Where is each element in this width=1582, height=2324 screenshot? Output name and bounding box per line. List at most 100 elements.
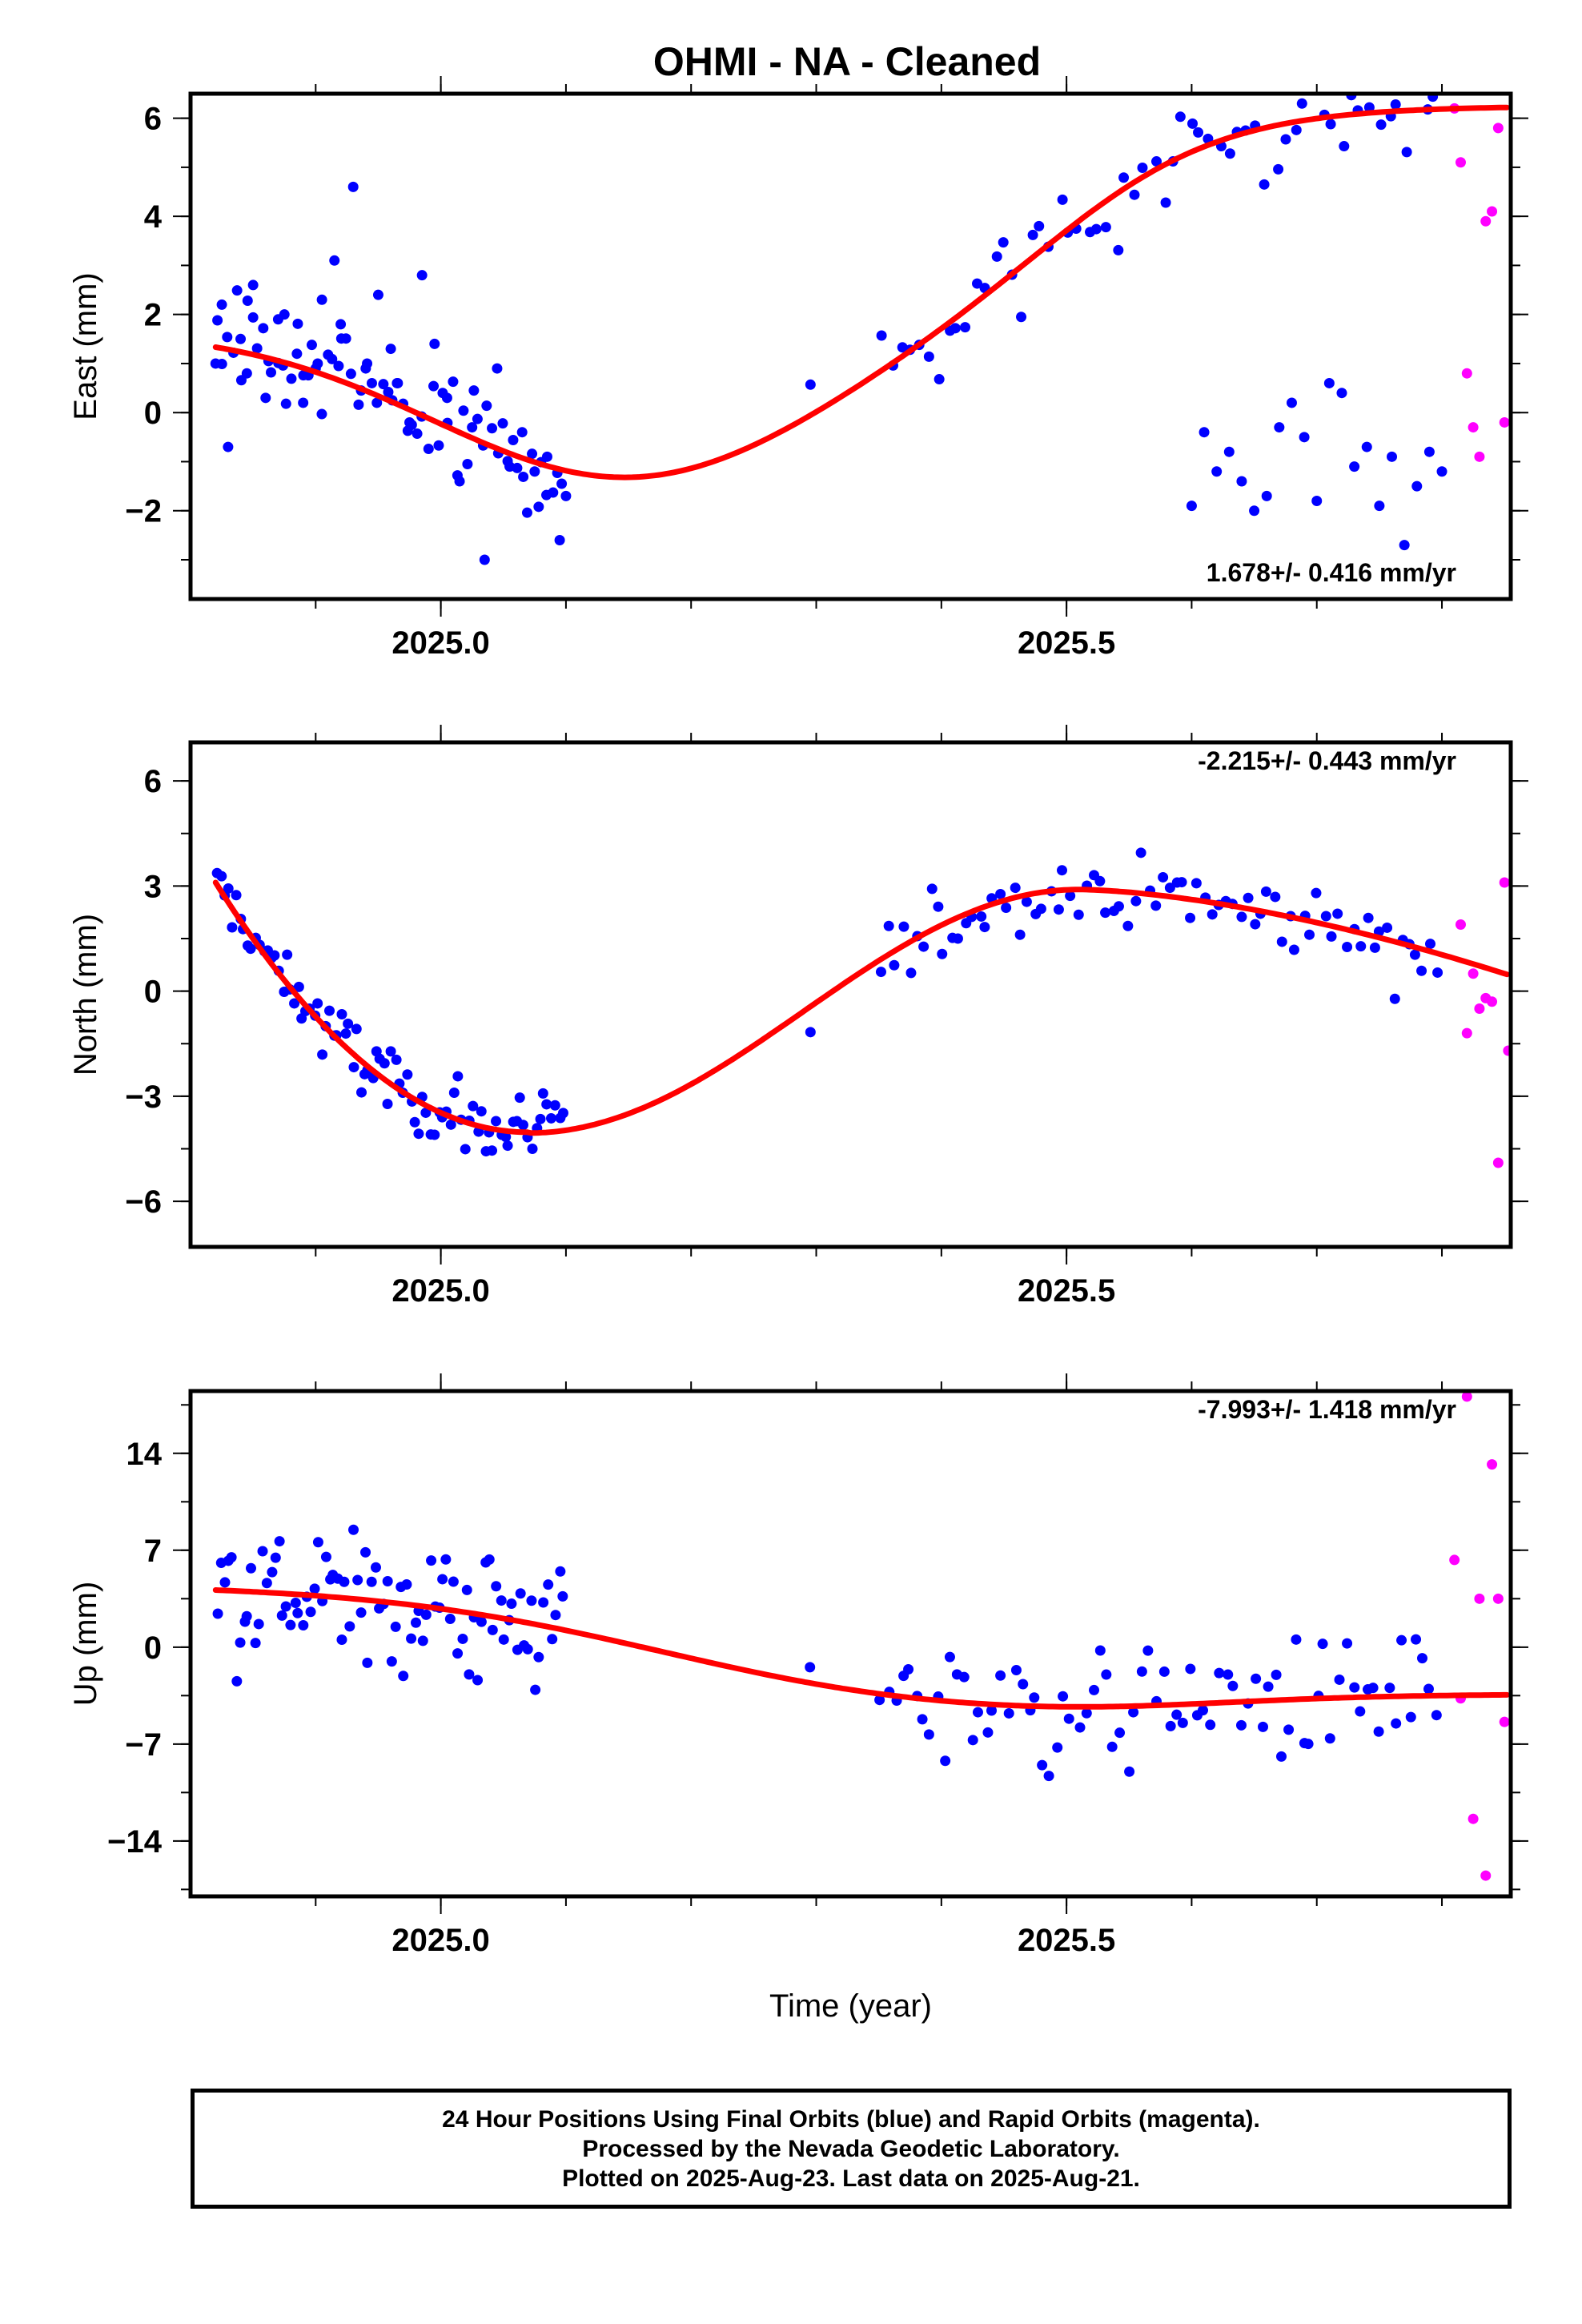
final-orbit-point xyxy=(1094,1645,1106,1656)
final-orbit-point xyxy=(420,1609,432,1620)
final-orbit-point xyxy=(1158,1666,1170,1677)
final-orbit-point xyxy=(355,1607,367,1618)
final-orbit-point xyxy=(497,418,508,429)
final-orbit-point xyxy=(554,534,565,545)
final-orbit-point xyxy=(390,1621,401,1632)
final-orbit-point xyxy=(235,333,247,344)
final-orbit-point xyxy=(903,1663,914,1675)
final-orbit-point xyxy=(1176,877,1187,888)
final-orbit-point xyxy=(979,922,990,933)
final-orbit-point xyxy=(1136,1666,1147,1677)
final-orbit-point xyxy=(458,405,469,416)
final-orbit-point xyxy=(1113,901,1124,912)
footer-line-3: Plotted on 2025-Aug-23. Last data on 202… xyxy=(562,2165,1140,2192)
final-orbit-point xyxy=(1235,1719,1247,1731)
final-orbit-point xyxy=(543,1579,554,1590)
final-orbit-point xyxy=(1286,397,1297,408)
final-orbit-point xyxy=(549,1100,560,1111)
final-orbit-point xyxy=(934,374,945,385)
final-orbit-point xyxy=(279,309,290,320)
final-orbit-point xyxy=(1205,1719,1216,1731)
final-orbit-point xyxy=(241,1610,252,1622)
final-orbit-point xyxy=(417,1635,428,1647)
final-orbit-point xyxy=(560,490,572,501)
final-orbit-point xyxy=(401,1579,412,1590)
final-orbit-point xyxy=(212,1608,223,1619)
panel-up: 2025.0 2025.5 −14 −7 0 7 14 Up (mm) Time (year) -… xyxy=(68,1373,1528,2024)
final-orbit-point xyxy=(1349,1682,1360,1693)
final-orbit-point xyxy=(309,1583,320,1594)
final-orbit-point xyxy=(289,998,300,1009)
y-tick-label: −6 xyxy=(125,1184,162,1220)
rapid-orbit-point xyxy=(1499,877,1510,888)
final-orbit-point xyxy=(940,1755,951,1767)
final-orbit-point xyxy=(1037,1759,1048,1771)
final-orbit-point xyxy=(960,322,971,333)
final-orbit-point xyxy=(1010,883,1021,894)
rapid-orbit-point xyxy=(1487,206,1498,217)
final-orbit-point xyxy=(327,353,338,364)
final-orbit-point xyxy=(533,1651,544,1663)
rapid-orbit-point xyxy=(1461,1027,1472,1039)
final-orbit-point xyxy=(1223,446,1235,457)
final-orbit-point xyxy=(1260,886,1271,897)
y-tick-label: −7 xyxy=(125,1727,162,1763)
final-orbit-point xyxy=(1243,892,1254,903)
final-orbit-point xyxy=(461,1584,472,1595)
final-orbit-point xyxy=(1197,1705,1208,1716)
final-orbit-point xyxy=(550,1610,561,1621)
final-orbit-point xyxy=(516,427,528,438)
final-orbit-point xyxy=(521,507,532,518)
final-orbit-point xyxy=(1186,501,1197,512)
final-orbit-point xyxy=(1299,432,1310,443)
final-orbit-point xyxy=(1283,1724,1295,1735)
final-orbit-point xyxy=(1191,878,1202,889)
final-orbit-point xyxy=(1414,48,1424,58)
final-orbit-point xyxy=(1361,441,1372,452)
final-orbit-point xyxy=(464,1669,475,1680)
final-orbit-point xyxy=(344,1621,355,1632)
final-orbit-point xyxy=(1113,244,1124,255)
final-orbit-point xyxy=(366,377,377,388)
final-orbit-point xyxy=(452,470,463,481)
final-orbit-point xyxy=(345,368,356,380)
y-axis-label: North (mm) xyxy=(68,914,103,1076)
final-orbit-point xyxy=(1326,931,1337,942)
y-tick-label: 6 xyxy=(144,102,162,137)
final-orbit-point xyxy=(276,1610,287,1621)
final-orbit-point xyxy=(312,1537,323,1548)
final-orbit-point xyxy=(1021,896,1032,907)
final-orbit-point xyxy=(333,360,344,372)
final-orbit-point xyxy=(515,1588,526,1599)
final-orbit-point xyxy=(231,890,242,901)
fit-curve xyxy=(212,104,1510,480)
final-orbit-point xyxy=(1090,223,1102,235)
final-orbit-point xyxy=(348,1062,359,1073)
final-orbit-point xyxy=(1270,891,1281,903)
y-tick-label: 6 xyxy=(144,764,162,799)
final-orbit-point xyxy=(502,456,513,467)
final-orbit-point xyxy=(343,1018,354,1029)
final-orbit-point xyxy=(1334,1674,1345,1685)
final-orbit-point xyxy=(260,392,271,404)
final-orbit-point xyxy=(1207,909,1218,920)
final-orbit-point xyxy=(1309,77,1319,87)
final-orbit-point xyxy=(905,967,917,979)
final-orbit-point xyxy=(1053,904,1064,915)
final-orbit-point xyxy=(402,1069,413,1080)
rapid-orbit-point xyxy=(1455,157,1466,168)
final-orbit-point xyxy=(448,1088,460,1098)
final-orbit-point xyxy=(440,1554,452,1565)
final-orbit-point xyxy=(555,1566,566,1577)
final-orbit-point xyxy=(472,1675,484,1686)
y-tick-label: 0 xyxy=(144,396,162,431)
footer-line-1: 24 Hour Positions Using Final Orbits (bl… xyxy=(442,2105,1260,2133)
final-orbit-point xyxy=(1274,422,1285,433)
final-orbit-point xyxy=(426,1555,437,1566)
final-orbit-point xyxy=(1339,141,1350,152)
rapid-orbit-point xyxy=(1474,1003,1485,1014)
final-orbit-point xyxy=(270,1552,281,1563)
final-orbit-point xyxy=(1325,119,1336,130)
final-orbit-point xyxy=(923,1729,934,1740)
final-orbit-point xyxy=(372,289,383,300)
